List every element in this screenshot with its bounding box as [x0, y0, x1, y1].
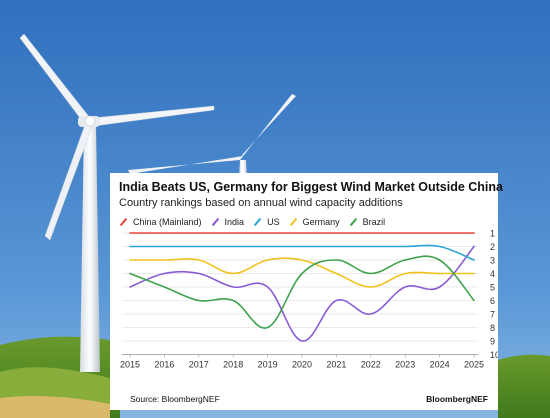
x-tick-label-6: 2021 [326, 360, 346, 370]
chart-card: India Beats US, Germany for Biggest Wind… [110, 173, 503, 410]
legend-label-4: Brazil [362, 217, 386, 227]
y-tick-label-3: 4 [490, 269, 495, 279]
y-tick-label-4: 5 [490, 283, 495, 293]
y-tick-label-8: 9 [490, 337, 495, 347]
legend-item-0: China (Mainland) [119, 216, 202, 228]
y-tick-label-9: 10 [490, 350, 498, 360]
y-tick-label-0: 1 [490, 229, 495, 239]
y-tick-label-5: 6 [490, 296, 495, 306]
line-chart: 1 2 3 4 5 6 7 8 9 10 2015 2016 2017 2018 2019 2020 2021 2… [120, 229, 498, 370]
x-tick-label-0: 2015 [120, 360, 140, 370]
x-tick-label-5: 2020 [292, 360, 312, 370]
source-note: Source: BloombergNEF [130, 394, 220, 404]
series-line-2 [129, 244, 475, 261]
legend-label-1: India [224, 217, 245, 227]
chart-legend: China (Mainland) India US Germany Brazil [119, 216, 489, 228]
y-tick-label-6: 7 [490, 310, 495, 320]
x-tick-label-3: 2018 [223, 360, 243, 370]
legend-item-2: US [253, 216, 280, 228]
legend-item-3: Germany [289, 216, 340, 228]
brand-logo-text: BloombergNEF [426, 394, 488, 404]
series-line-1 [129, 245, 475, 342]
x-tick-label-1: 2016 [154, 360, 174, 370]
x-tick-label-8: 2023 [395, 360, 415, 370]
x-tick-label-7: 2022 [361, 360, 381, 370]
legend-item-4: Brazil [349, 216, 386, 228]
y-tick-label-7: 8 [490, 323, 495, 333]
series-line-4 [129, 255, 475, 329]
chart-subtitle: Country rankings based on annual wind ca… [119, 197, 403, 209]
x-tick-label-4: 2019 [258, 360, 278, 370]
legend-item-1: India [211, 216, 245, 228]
chart-title: India Beats US, Germany for Biggest Wind… [119, 180, 503, 194]
series-line-3 [129, 257, 475, 288]
x-tick-label-10: 2025 [464, 360, 484, 370]
x-tick-label-2: 2017 [189, 360, 209, 370]
legend-label-2: US [267, 217, 280, 227]
legend-label-3: Germany [302, 217, 340, 227]
x-tick-label-9: 2024 [430, 360, 450, 370]
y-tick-label-1: 2 [490, 242, 495, 252]
y-tick-label-2: 3 [490, 256, 495, 266]
legend-label-0: China (Mainland) [133, 217, 202, 227]
wind-turbine-main [19, 33, 215, 372]
